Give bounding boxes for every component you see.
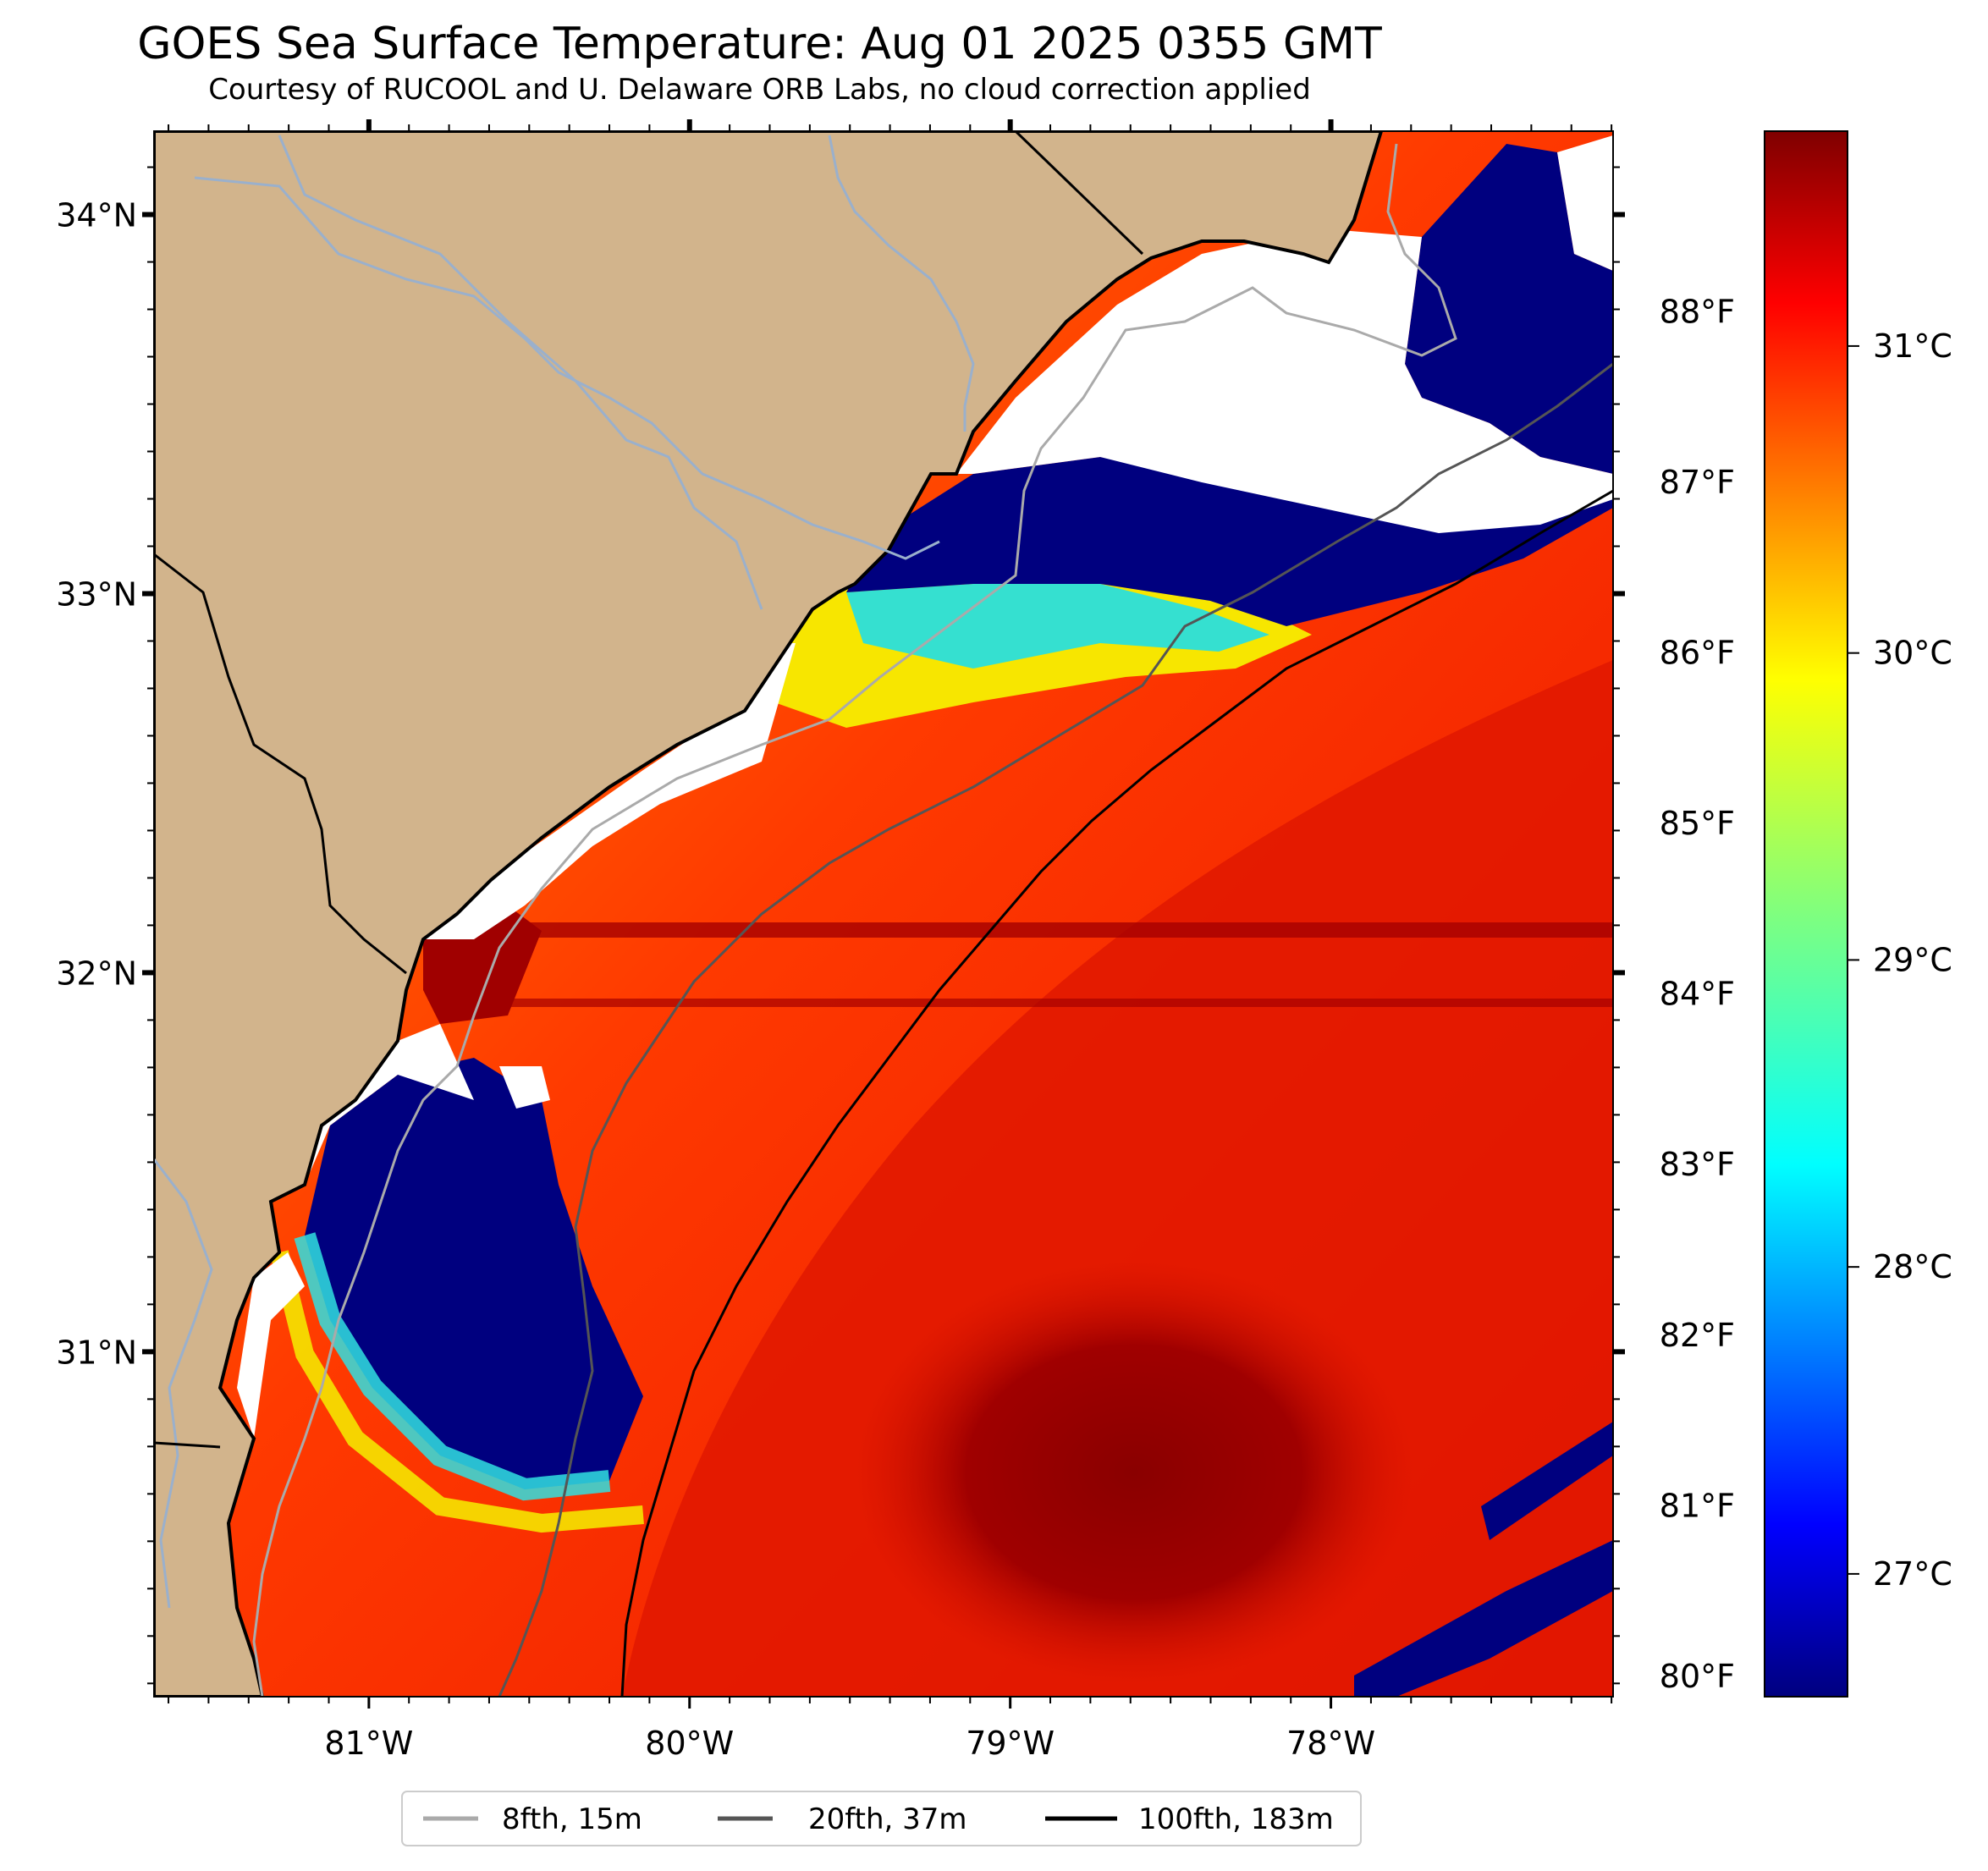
lat-tick-label: 34°N <box>56 197 137 234</box>
isobath-20fth <box>498 362 1613 1697</box>
fahrenheit-tick-label: 84°F <box>1660 976 1735 1013</box>
no-data-area <box>499 1066 550 1109</box>
fahrenheit-tick-label: 87°F <box>1660 464 1735 501</box>
colorbar-fahrenheit-axis: 88°F 87°F 86°F 85°F 84°F 83°F 82°F 81°F 80°F <box>1660 294 1735 1695</box>
no-data-area <box>423 643 796 939</box>
cold-water-capefear <box>1405 144 1613 474</box>
lat-tick-label: 32°N <box>56 955 137 992</box>
fahrenheit-tick-label: 83°F <box>1660 1146 1735 1183</box>
isobath-8fth <box>252 143 1457 1697</box>
river <box>154 1158 213 1609</box>
no-data-area <box>237 1252 305 1439</box>
cold-water-georgia <box>305 1058 643 1489</box>
no-data-area <box>271 1024 474 1202</box>
river <box>828 135 975 432</box>
colorbar <box>1764 130 1848 1698</box>
celsius-tick-label: 28°C <box>1873 1248 1952 1285</box>
lon-tick-label: 78°W <box>1286 1725 1375 1762</box>
legend-label-100fth: 100fth, 183m <box>1138 1802 1334 1836</box>
celsius-tick-label: 27°C <box>1873 1555 1952 1593</box>
latitude-axis: 34°N 33°N 32°N 31°N <box>56 197 1625 1371</box>
warm-core <box>855 1261 1413 1684</box>
land <box>154 131 1384 1697</box>
state-border <box>1014 131 1144 256</box>
cold-water-southeast <box>1481 1422 1613 1540</box>
state-border <box>154 553 407 975</box>
fahrenheit-tick-label: 85°F <box>1660 805 1735 842</box>
celsius-tick-label: 30°C <box>1873 635 1952 672</box>
map-frame <box>153 130 1614 1698</box>
longitude-axis: 81°W 80°W 79°W 78°W <box>324 119 1375 1762</box>
celsius-tick-label: 31°C <box>1873 327 1952 365</box>
map-subtitle: Courtesy of RUCOOL and U. Delaware ORB L… <box>208 73 1311 107</box>
river <box>278 135 763 610</box>
cold-water-north <box>846 457 1613 626</box>
fahrenheit-tick-label: 82°F <box>1660 1317 1735 1354</box>
nearshore-band <box>846 584 1269 669</box>
lat-tick-label: 31°N <box>56 1334 137 1371</box>
map-area <box>154 131 1613 1697</box>
state-border <box>154 1441 221 1449</box>
lon-tick-label: 81°W <box>324 1725 413 1762</box>
legend-box <box>401 1791 1362 1846</box>
no-data-area <box>956 228 1613 533</box>
cold-water-georgia-fringe <box>294 1232 611 1501</box>
lon-tick-label: 79°W <box>966 1725 1055 1762</box>
minor-ticks <box>147 124 1620 1703</box>
celsius-tick-label: 29°C <box>1873 941 1952 978</box>
fahrenheit-tick-label: 81°F <box>1660 1487 1735 1524</box>
colorbar-celsius-axis: 31°C 30°C 29°C 28°C 27°C <box>1848 327 1952 1593</box>
isobath-legend: 8fth, 15m 20fth, 37m 100fth, 183m <box>401 1791 1362 1846</box>
lat-tick-label: 33°N <box>56 575 137 613</box>
no-data-area <box>1557 135 1613 271</box>
sst-stripe <box>508 922 1613 938</box>
river <box>194 176 940 560</box>
isobath-100fth <box>620 489 1613 1697</box>
sst-stripe <box>508 999 1613 1007</box>
fahrenheit-tick-label: 88°F <box>1660 294 1735 331</box>
fahrenheit-tick-label: 86°F <box>1660 635 1735 672</box>
map-title: GOES Sea Surface Temperature: Aug 01 202… <box>137 19 1382 69</box>
cold-water-southeast <box>1354 1540 1613 1697</box>
lon-tick-label: 80°W <box>645 1725 734 1762</box>
legend-label-20fth: 20fth, 37m <box>808 1802 967 1836</box>
fahrenheit-tick-label: 80°F <box>1660 1658 1735 1695</box>
legend-label-8fth: 8fth, 15m <box>502 1802 642 1836</box>
